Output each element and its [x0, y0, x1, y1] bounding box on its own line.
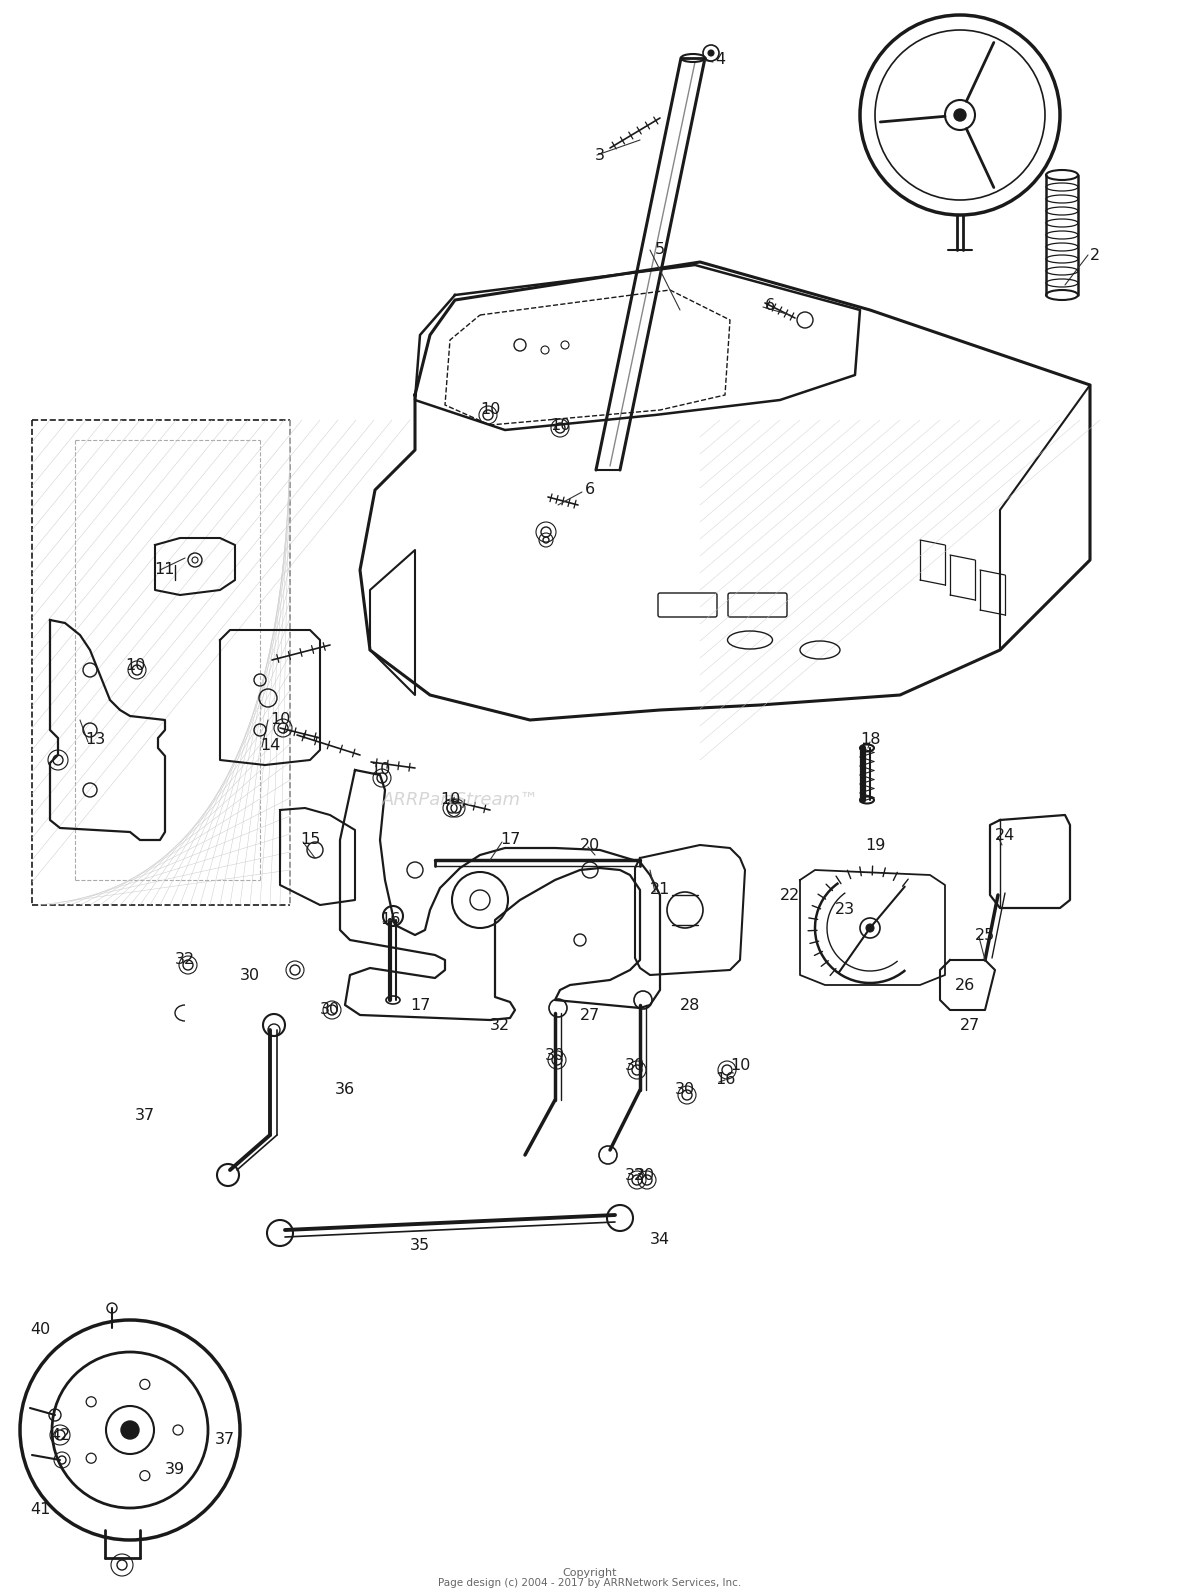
Text: 30: 30 [545, 1048, 565, 1063]
Text: 17: 17 [409, 997, 431, 1013]
Text: 40: 40 [30, 1322, 50, 1338]
Text: Copyright: Copyright [563, 1568, 617, 1579]
Text: 19: 19 [865, 838, 885, 852]
Text: 32: 32 [490, 1018, 510, 1032]
Text: 30: 30 [635, 1168, 655, 1182]
Text: 13: 13 [85, 733, 105, 747]
Text: 16: 16 [380, 913, 400, 927]
Text: 20: 20 [579, 838, 601, 852]
Text: 25: 25 [975, 927, 995, 943]
Text: 26: 26 [955, 978, 975, 992]
Text: 6: 6 [585, 483, 595, 497]
Text: 30: 30 [675, 1083, 695, 1098]
Text: 30: 30 [320, 1002, 340, 1018]
Text: 22: 22 [780, 887, 800, 903]
Text: 27: 27 [959, 1018, 981, 1032]
Text: 27: 27 [579, 1007, 601, 1023]
Text: 32: 32 [175, 953, 195, 967]
Text: 11: 11 [155, 562, 176, 578]
Text: 14: 14 [260, 738, 280, 752]
Text: 5: 5 [655, 242, 666, 258]
Text: 10: 10 [125, 658, 145, 672]
Text: 30: 30 [625, 1058, 645, 1072]
Text: 21: 21 [650, 883, 670, 897]
Text: Page design (c) 2004 - 2017 by ARRNetwork Services, Inc.: Page design (c) 2004 - 2017 by ARRNetwor… [439, 1579, 741, 1588]
Circle shape [866, 924, 874, 932]
Text: 35: 35 [409, 1238, 430, 1252]
Text: 6: 6 [765, 298, 775, 312]
Text: 39: 39 [165, 1462, 185, 1477]
Text: 16: 16 [715, 1072, 735, 1088]
Text: 37: 37 [135, 1107, 155, 1123]
Text: 37: 37 [215, 1432, 235, 1448]
Text: 10: 10 [270, 712, 290, 728]
Text: 15: 15 [300, 833, 320, 847]
Text: 3: 3 [595, 148, 605, 162]
Circle shape [708, 49, 714, 56]
Text: 34: 34 [650, 1233, 670, 1247]
Text: 10: 10 [440, 792, 460, 808]
Text: 30: 30 [240, 967, 260, 983]
Text: 4: 4 [715, 53, 725, 67]
Circle shape [953, 108, 966, 121]
Text: 10: 10 [729, 1058, 750, 1072]
Text: 18: 18 [860, 733, 880, 747]
Text: ARRPartStream™: ARRPartStream™ [381, 792, 538, 809]
Text: 28: 28 [680, 997, 700, 1013]
Circle shape [122, 1421, 139, 1438]
Text: 17: 17 [500, 833, 520, 847]
Text: 24: 24 [995, 827, 1015, 843]
Text: 10: 10 [369, 763, 391, 777]
Text: 23: 23 [835, 903, 856, 918]
Text: 10: 10 [550, 417, 570, 433]
Text: 41: 41 [30, 1502, 51, 1518]
Text: 2: 2 [1090, 247, 1100, 263]
Text: 32: 32 [625, 1168, 645, 1182]
Text: 10: 10 [480, 403, 500, 417]
Text: 36: 36 [335, 1083, 355, 1098]
Text: 42: 42 [50, 1427, 70, 1443]
